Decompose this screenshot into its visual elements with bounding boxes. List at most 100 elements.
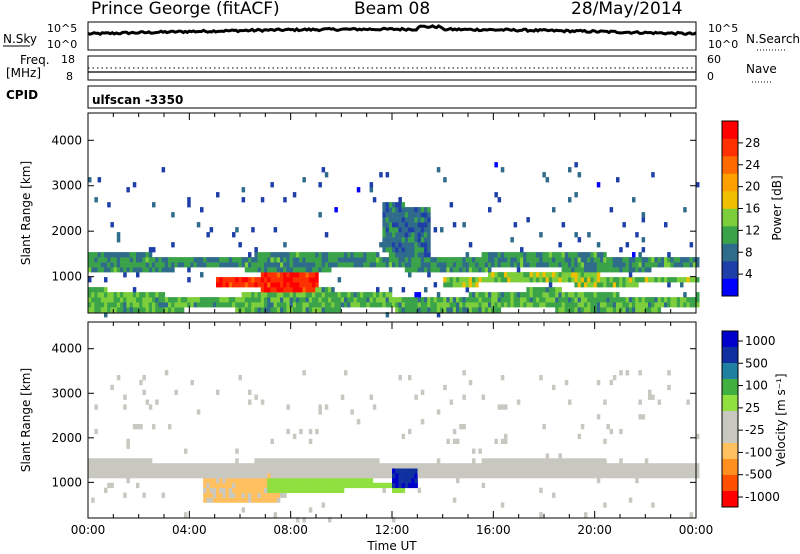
power-cell	[625, 297, 630, 303]
power-cell	[478, 262, 482, 268]
power-cell	[104, 252, 108, 258]
velocity-cell	[545, 468, 550, 474]
velocity-cell	[593, 463, 598, 469]
power-cell	[651, 302, 655, 308]
power-cell	[100, 287, 105, 293]
velocity-cell	[286, 477, 290, 484]
power-cell	[270, 292, 274, 298]
power-cell	[488, 272, 492, 278]
power-cell	[628, 272, 633, 278]
velocity-cell	[500, 473, 505, 479]
velocity-cell	[308, 458, 313, 464]
power-cell	[552, 257, 556, 263]
velocity-cell	[97, 458, 102, 464]
power-cell	[289, 272, 294, 278]
velocity-cell	[164, 370, 169, 376]
power-cell	[289, 297, 294, 303]
power-cell	[660, 262, 665, 268]
power-cell	[625, 262, 630, 268]
power-cell	[267, 292, 271, 298]
power-cell	[475, 302, 479, 308]
power-cell	[158, 262, 162, 268]
velocity-cell	[558, 463, 562, 469]
velocity-cell	[244, 497, 249, 503]
power-cell	[388, 237, 393, 243]
velocity-cell	[539, 473, 543, 479]
velocity-cell	[424, 468, 428, 474]
velocity-cell	[411, 482, 415, 489]
velocity-cell	[353, 482, 358, 489]
velocity-cell	[318, 463, 322, 469]
velocity-cell	[356, 482, 361, 489]
power-cell	[401, 307, 406, 313]
power-cell	[372, 297, 377, 303]
velocity-cell	[500, 438, 505, 444]
power-cell	[568, 277, 572, 283]
velocity-colorbar-blocks	[722, 331, 738, 508]
power-cell	[260, 302, 265, 308]
power-cell	[280, 267, 284, 273]
velocity-cell	[152, 463, 156, 469]
velocity-cell	[590, 463, 594, 469]
velocity-cell	[648, 389, 652, 395]
power-cell	[411, 227, 415, 233]
power-cell	[552, 207, 556, 213]
velocity-cell	[241, 507, 246, 513]
power-cell	[395, 247, 399, 253]
power-cell	[315, 307, 319, 313]
power-cell	[228, 277, 233, 283]
power-cell	[302, 282, 306, 288]
power-cell	[356, 297, 361, 303]
velocity-cell	[353, 458, 358, 464]
power-cell	[318, 182, 322, 188]
power-cell	[673, 297, 678, 303]
power-cell	[616, 302, 620, 308]
power-cell	[660, 297, 665, 303]
power-cell	[472, 282, 476, 288]
power-cell	[392, 302, 396, 308]
power-cell	[110, 297, 114, 303]
power-cell	[676, 262, 681, 268]
power-cell	[596, 267, 601, 273]
velocity-cell	[132, 473, 137, 479]
power-cell	[670, 302, 674, 308]
power-cell	[187, 277, 191, 283]
power-cell	[484, 252, 489, 258]
velocity-cell	[648, 463, 652, 469]
power-cell	[187, 302, 191, 308]
power-cell	[584, 292, 588, 298]
power-cell	[504, 262, 508, 268]
power-cell	[292, 282, 297, 288]
power-cell	[324, 262, 329, 268]
velocity-cell	[500, 404, 505, 410]
velocity-cell	[568, 458, 572, 464]
velocity-cell	[427, 473, 431, 479]
velocity-cell	[510, 473, 514, 479]
velocity-cell	[475, 473, 479, 479]
power-cell	[350, 297, 354, 303]
power-cell	[308, 277, 313, 283]
velocity-cell	[235, 473, 239, 479]
velocity-cell	[203, 477, 207, 484]
velocity-cell	[254, 477, 258, 484]
velocity-cell	[382, 487, 386, 493]
power-cell	[628, 277, 633, 283]
power-cell	[273, 252, 278, 258]
power-cell	[523, 252, 527, 258]
power-cell	[212, 262, 217, 268]
power-cell	[472, 257, 476, 263]
power-cell	[616, 292, 620, 298]
power-cell	[356, 262, 361, 268]
velocity-cell	[254, 473, 258, 479]
power-cell	[196, 222, 201, 228]
power-cell	[558, 242, 562, 248]
velocity-cell	[516, 473, 521, 479]
power-cell	[286, 287, 290, 293]
velocity-cell	[392, 487, 396, 493]
velocity-cell	[596, 477, 601, 484]
velocity-cell	[264, 492, 268, 498]
power-colorbar-block	[722, 138, 738, 157]
velocity-cell	[318, 473, 322, 479]
velocity-cell	[206, 487, 210, 493]
velocity-cell	[385, 463, 390, 469]
